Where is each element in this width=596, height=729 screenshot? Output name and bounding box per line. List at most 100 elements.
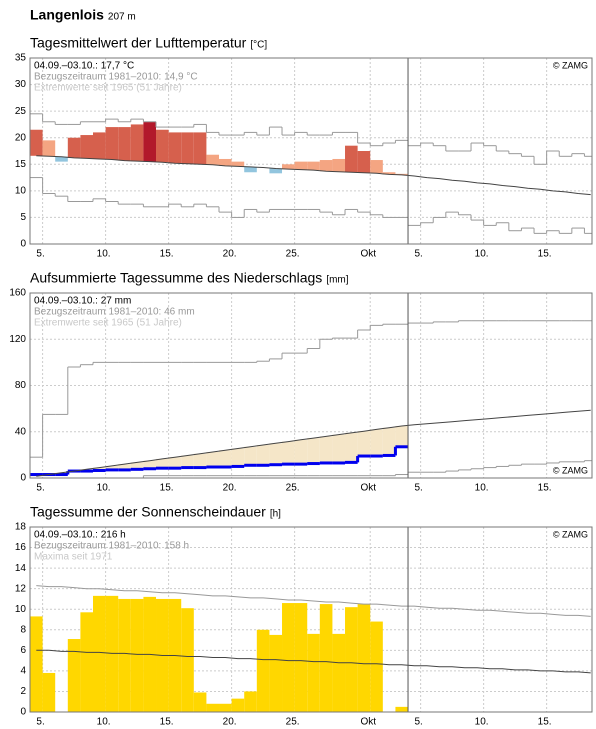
copyright: © ZAMG [553,60,588,70]
deficit-area [156,458,169,469]
y-tick-label: 12 [15,583,27,594]
chart-title: Aufsummierte Tagessumme des Niederschlag… [30,270,322,286]
plot-frame [29,292,593,479]
bar [67,137,81,158]
y-tick-label: 20 [15,132,27,143]
deficit-area [269,443,283,465]
bar [181,608,194,712]
bar [118,598,131,712]
bar [294,603,308,712]
x-tick-label: 25. [286,483,300,494]
deficit-area [181,455,194,468]
deficit-area [282,441,295,465]
y-tick-label: 14 [15,563,27,574]
deficit-area [357,431,371,457]
annotation: 04.09.–03.10.: 216 h [34,530,126,541]
y-tick-label: 0 [20,473,26,484]
bar [181,132,194,164]
annotation: 04.09.–03.10.: 17,7 °C [34,61,134,72]
bar [269,634,283,712]
plot-area [30,320,592,478]
x-tick-label: 20. [223,483,237,494]
bar [93,595,106,712]
bar [282,164,295,170]
deficit-area [168,457,182,469]
bar [219,703,232,712]
bar [395,173,409,175]
bar [80,612,94,712]
bar [319,604,333,712]
bar [319,160,333,172]
annotation: Extremwerte seit 1965 (51 Jahre) [34,318,182,329]
y-tick-label: 0 [20,239,26,250]
y-tick-label: 80 [15,380,27,391]
annotation: Bezugszeitraum 1981–2010: 14,9 °C [34,72,198,83]
bar [269,168,283,174]
x-tick-label: 10. [475,717,489,728]
x-tick-label: 15. [160,249,174,260]
x-tick-label: 10. [97,483,111,494]
chart: Tagesmittelwert der Lufttemperatur [°C]05… [15,35,593,260]
line [36,585,591,617]
x-tick-label: 15. [160,483,174,494]
bar [395,706,409,712]
bar [130,124,144,162]
bar [55,156,68,162]
bar [193,692,207,712]
y-tick-label: 16 [15,542,27,553]
y-tick-label: 15 [15,159,27,170]
bar [206,154,220,165]
x-tick-label: 15. [538,483,552,494]
annotation: Maxima seit 1971 [34,552,113,563]
bar [307,633,320,712]
x-tick-label: 15. [538,249,552,260]
plot-area [30,113,592,234]
deficit-area [118,464,131,470]
deficit-area [294,439,308,465]
chart-title: Tagesmittelwert der Lufttemperatur [30,35,247,51]
deficit-area [206,451,220,468]
deficit-area [382,427,396,456]
y-tick-label: 2 [20,686,26,697]
bar [332,158,346,172]
bar [67,639,81,712]
y-tick-label: 160 [9,288,26,299]
annotation: Bezugszeitraum 1981–2010: 46 mm [34,307,195,318]
deficit-area [319,436,333,463]
y-tick-label: 6 [20,645,26,656]
bar [206,703,220,712]
deficit-area [105,465,119,470]
line [36,409,591,477]
x-tick-label: Okt [360,249,376,260]
bar [219,158,232,166]
bar [231,161,245,167]
plot-area [30,585,591,712]
deficit-area [244,446,257,466]
bar [357,604,371,712]
x-tick-label: 15. [538,717,552,728]
x-tick-label: Okt [360,717,376,728]
bar [256,629,270,712]
deficit-area [219,450,232,468]
y-tick-label: 5 [20,212,26,223]
annotation: Extremwerte seit 1965 (51 Jahre) [34,83,182,94]
bar [345,607,358,712]
y-tick-label: 35 [15,53,27,64]
y-tick-label: 40 [15,426,27,437]
x-tick-label: 5. [414,249,422,260]
chart: Aufsummierte Tagessumme des Niederschlag… [9,270,593,494]
copyright: © ZAMG [553,529,588,539]
x-tick-label: 10. [97,249,111,260]
deficit-area [231,448,245,467]
deficit-area [256,445,270,466]
line [36,649,591,674]
bar [156,129,169,163]
bar [168,132,182,164]
bar [370,160,383,174]
x-tick-label: Okt [360,483,376,494]
annotation: Bezugszeitraum 1981–2010: 158 h [34,541,189,552]
bar [80,135,94,159]
line [36,155,591,196]
y-tick-label: 18 [15,522,27,533]
bar [345,145,358,173]
